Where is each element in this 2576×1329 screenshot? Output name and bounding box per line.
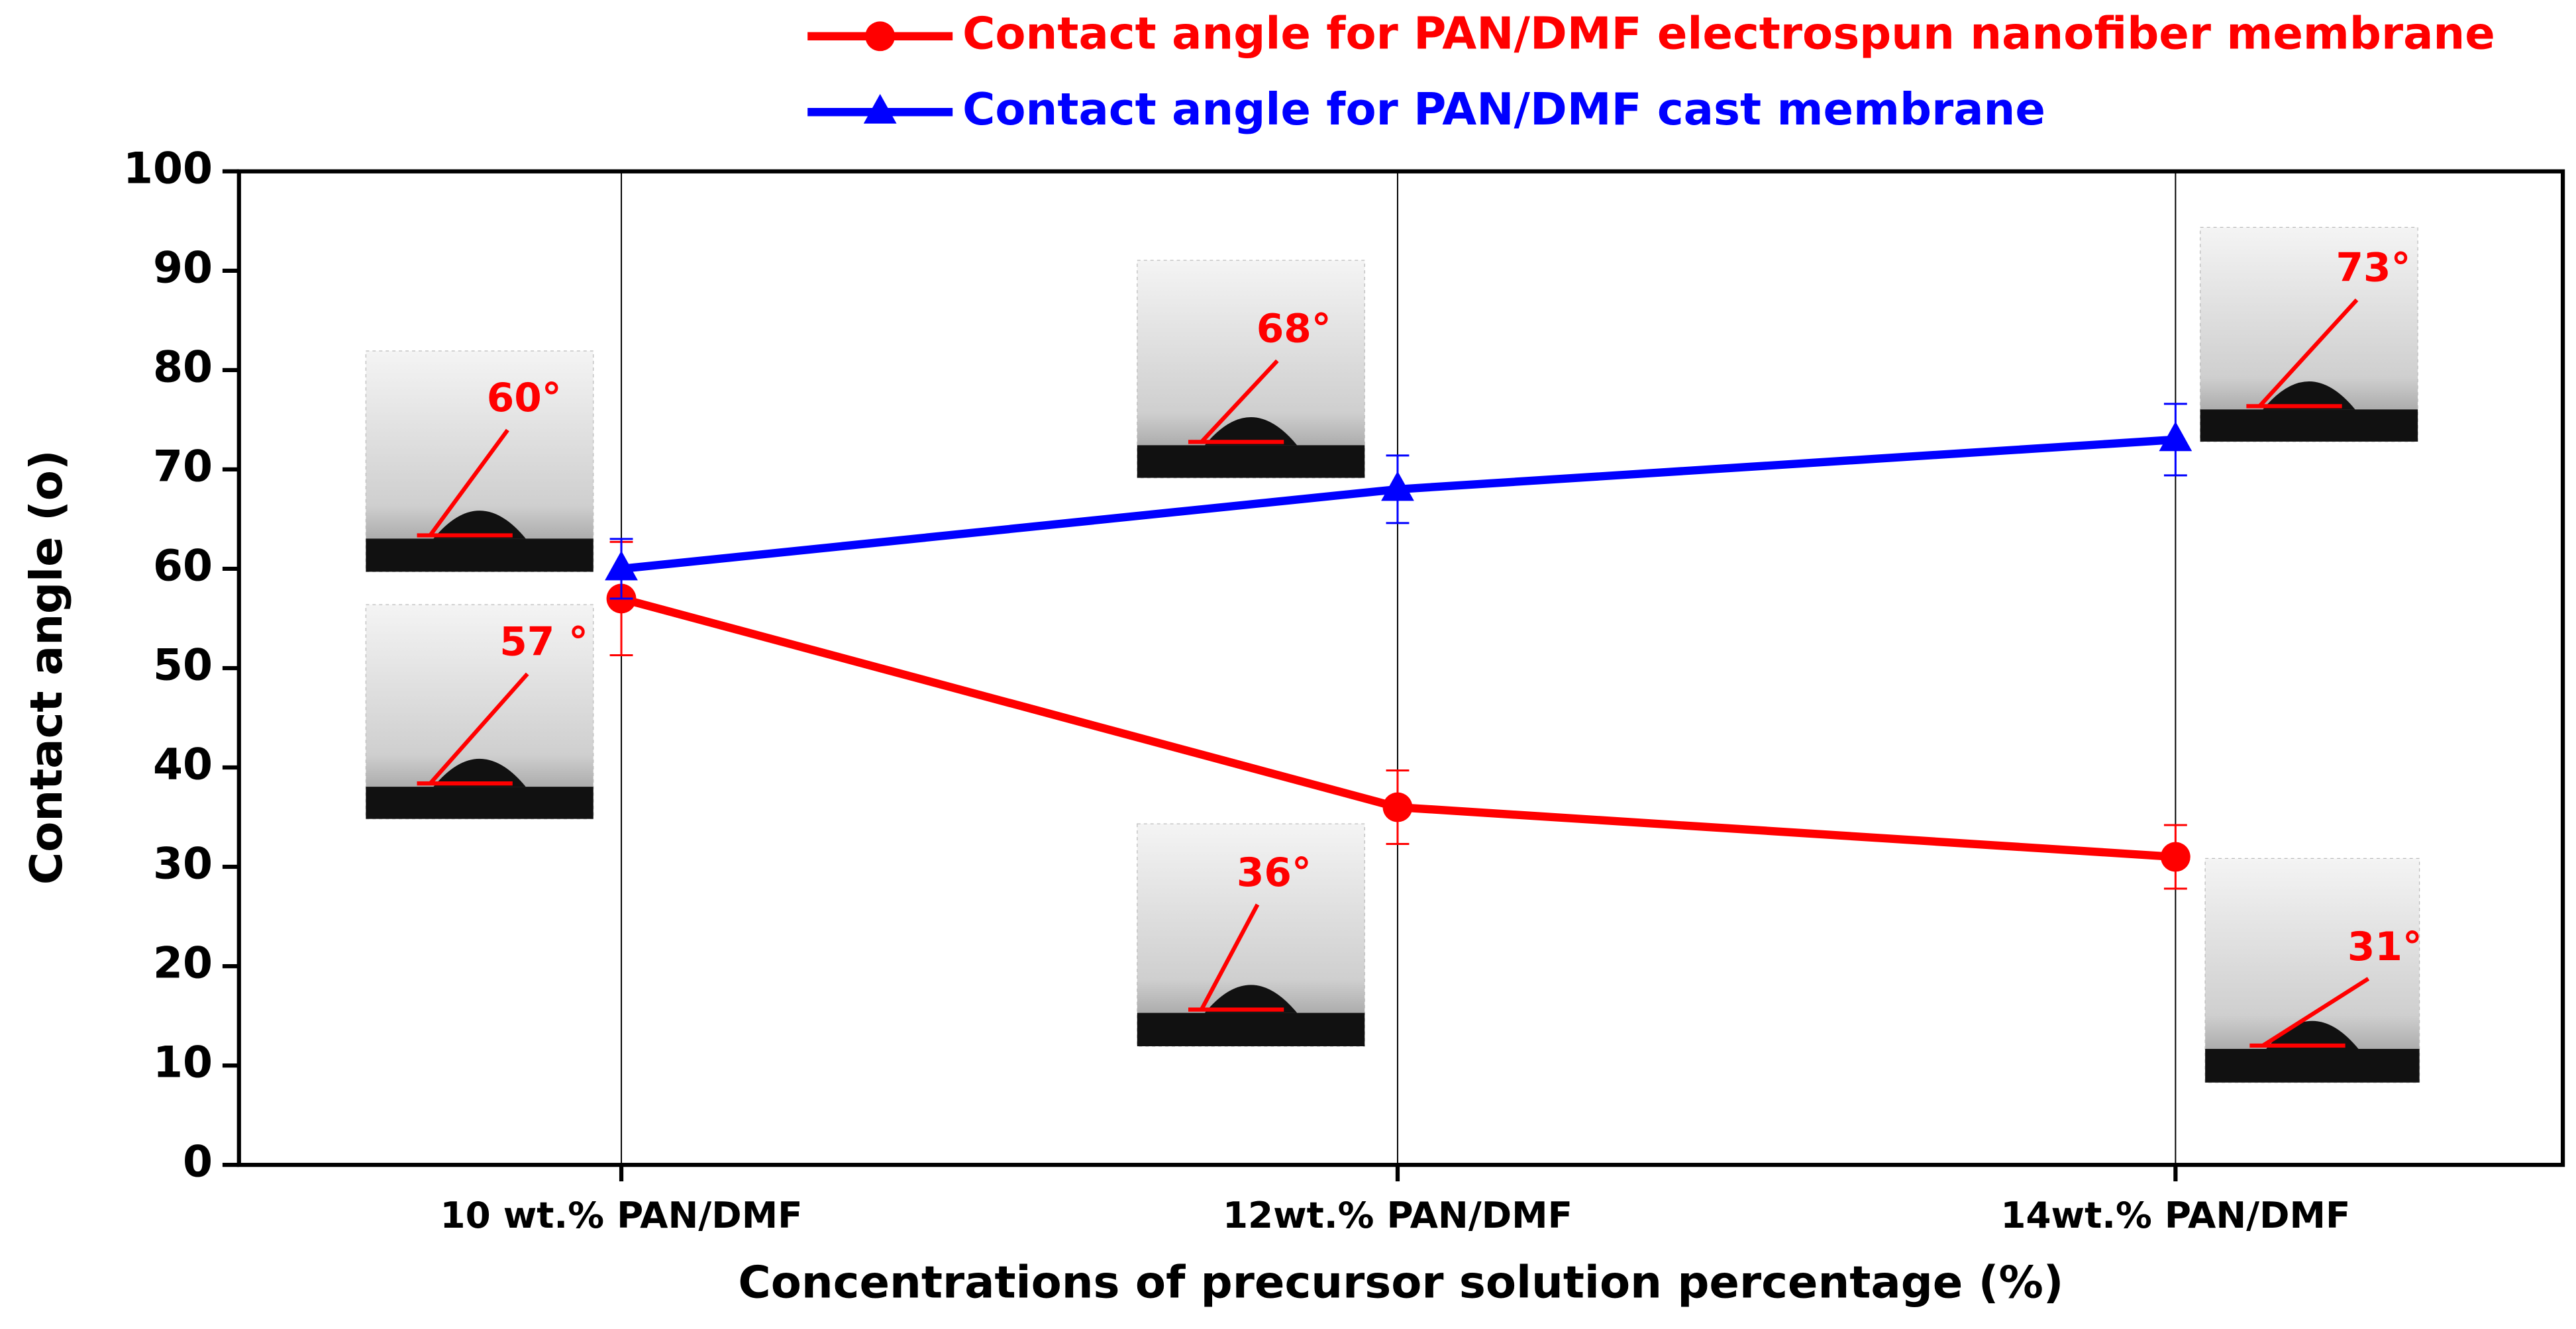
- legend-label: Contact angle for PAN/DMF electrospun na…: [962, 7, 2495, 59]
- legend-label: Contact angle for PAN/DMF cast membrane: [962, 83, 2045, 135]
- inset-angle-label: 57 °: [499, 619, 588, 665]
- inset-arrow: [429, 672, 529, 785]
- insets: 60° 57 ° 68° 36° 73° 31°: [365, 226, 2422, 1083]
- y-tick-label: 40: [153, 740, 213, 790]
- y-tick-label: 80: [153, 342, 213, 392]
- inset-arrow: [428, 428, 509, 537]
- inset-angle-label: 60°: [487, 375, 562, 421]
- y-tick-label: 20: [153, 939, 213, 989]
- inset-droplet: [2263, 381, 2355, 410]
- inset-angle-label: 68°: [1257, 307, 1331, 352]
- y-tick-label: 70: [153, 442, 213, 491]
- inset-substrate: [1137, 1012, 1365, 1047]
- inset-droplet: [1204, 417, 1298, 446]
- data-point: [1381, 471, 1414, 501]
- inset-arrow: [1200, 359, 1279, 444]
- y-tick-label: 10: [153, 1038, 213, 1088]
- inset-droplet: [433, 511, 526, 539]
- inset-angle-label: 31°: [2347, 924, 2422, 970]
- y-tick-label: 60: [153, 542, 213, 591]
- y-axis-label: Contact angle (o): [21, 450, 72, 885]
- inset-angle-label: 36°: [1237, 850, 1312, 896]
- inset-substrate: [2205, 1048, 2420, 1083]
- series: [606, 540, 2190, 890]
- inset-arrow: [1200, 903, 1260, 1011]
- inset-arrow: [2257, 298, 2359, 408]
- y-tick-label: 0: [183, 1138, 213, 1187]
- inset-substrate: [2200, 409, 2418, 442]
- data-point: [1382, 792, 1413, 822]
- y-tick-label: 90: [153, 243, 213, 293]
- inset-droplet: [433, 758, 526, 787]
- data-point: [2160, 842, 2190, 872]
- x-tick-label: 12wt.% PAN/DMF: [1223, 1194, 1572, 1236]
- inset-substrate: [366, 787, 593, 819]
- data-point: [2159, 421, 2192, 452]
- inset-arrow: [2261, 977, 2370, 1048]
- y-tick-label: 30: [153, 840, 213, 889]
- inset-angle-label: 73°: [2336, 246, 2410, 291]
- x-tick-label: 14wt.% PAN/DMF: [2000, 1194, 2350, 1236]
- data-point: [605, 550, 638, 581]
- x-axis-label: Concentrations of precursor solution per…: [738, 1256, 2063, 1308]
- y-tick-label: 50: [153, 641, 213, 691]
- y-tick-label: 100: [123, 144, 213, 193]
- inset-substrate: [1137, 445, 1365, 478]
- inset-substrate: [366, 538, 593, 572]
- legend-marker: [865, 21, 896, 52]
- x-tick-label: 10 wt.% PAN/DMF: [440, 1194, 803, 1236]
- inset-droplet: [1204, 985, 1298, 1013]
- series: [605, 403, 2192, 600]
- legend-marker: [863, 93, 897, 124]
